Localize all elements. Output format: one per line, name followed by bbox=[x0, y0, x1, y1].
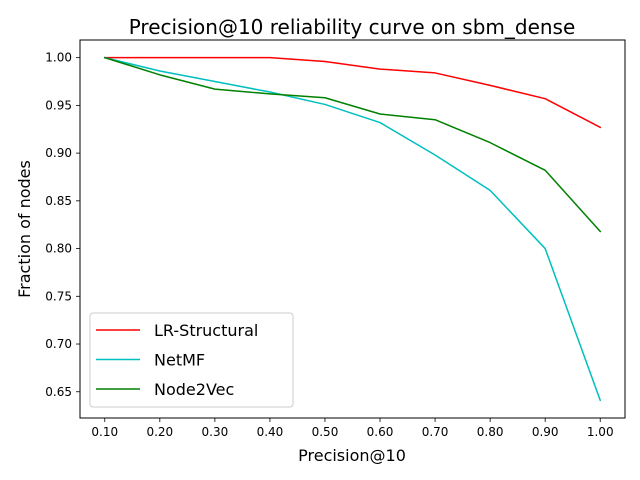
y-axis-ticks: 0.65 0.70 0.75 0.80 0.85 0.90 0.95 1.00 bbox=[45, 51, 80, 399]
x-tick-label: 0.90 bbox=[532, 425, 559, 439]
x-axis-label: Precision@10 bbox=[298, 446, 406, 465]
legend-label-0: LR-Structural bbox=[154, 321, 258, 340]
legend-label-1: NetMF bbox=[154, 351, 205, 370]
y-tick-label: 0.70 bbox=[45, 337, 72, 351]
y-axis-label: Fraction of nodes bbox=[15, 160, 34, 298]
x-tick-label: 0.60 bbox=[367, 425, 394, 439]
x-tick-label: 0.40 bbox=[257, 425, 284, 439]
x-tick-label: 0.80 bbox=[477, 425, 504, 439]
plot-area bbox=[103, 56, 602, 402]
x-tick-label: 1.00 bbox=[587, 425, 614, 439]
y-tick-label: 0.90 bbox=[45, 146, 72, 160]
x-tick-label: 0.30 bbox=[202, 425, 229, 439]
y-tick-label: 0.65 bbox=[45, 385, 72, 399]
legend: LR-Structural NetMF Node2Vec bbox=[89, 312, 294, 408]
chart-title: Precision@10 reliability curve on sbm_de… bbox=[129, 15, 576, 39]
legend-frame bbox=[89, 312, 294, 408]
series-line-0 bbox=[104, 56, 602, 129]
y-tick-label: 0.80 bbox=[45, 242, 72, 256]
series-line-2 bbox=[103, 56, 602, 233]
y-tick-label: 0.85 bbox=[45, 194, 72, 208]
x-axis-ticks: 0.10 0.20 0.30 0.40 0.50 0.60 0.70 0.80 0.90 1.00 bbox=[91, 418, 614, 439]
x-tick-label: 0.70 bbox=[422, 425, 449, 439]
y-tick-label: 0.75 bbox=[45, 289, 72, 303]
plot-frame bbox=[79, 39, 626, 419]
legend-label-2: Node2Vec bbox=[154, 380, 234, 399]
x-tick-label: 0.10 bbox=[91, 425, 118, 439]
y-tick-label: 1.00 bbox=[45, 51, 72, 65]
x-tick-label: 0.20 bbox=[146, 425, 173, 439]
series-line-1 bbox=[103, 56, 602, 402]
x-tick-label: 0.50 bbox=[312, 425, 339, 439]
y-tick-label: 0.95 bbox=[45, 98, 72, 112]
